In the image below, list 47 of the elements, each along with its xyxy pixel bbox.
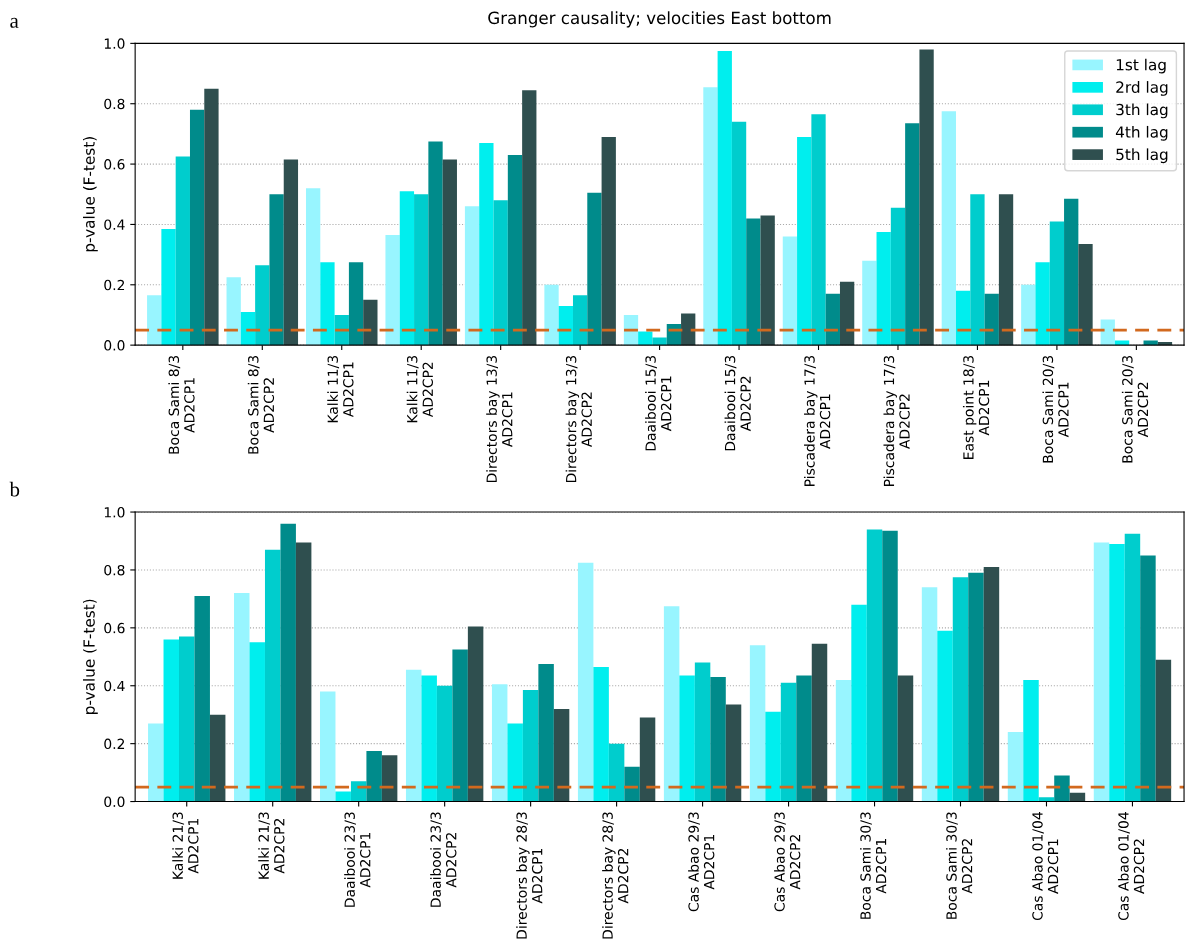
x-tick-label: Boca Sami 8/3 AD2CP2 <box>247 355 275 454</box>
x-tick-label: East point 18/3 AD2CP1 <box>962 355 990 459</box>
x-tick-label: Kalki 11/3 AD2CP1 <box>327 355 354 423</box>
x-tick-label: Directors bay 28/3 AD2CP1 <box>516 812 543 939</box>
x-tick-label: Cas Abao 29/3 AD2CP1 <box>688 812 715 912</box>
x-tick-label: Cas Abao 01/04 AD2CP2 <box>1117 812 1145 921</box>
x-tick-label: Boca Sami 30/3 AD2CP1 <box>860 812 887 919</box>
x-tick-label: Directors bay 13/3 AD2CP2 <box>565 355 592 483</box>
y-tick-label: 0.4 <box>104 219 125 230</box>
y-tick-label: 0.6 <box>104 159 125 170</box>
y-tick-label: 0.0 <box>104 796 125 808</box>
y-tick-label: 1.0 <box>104 507 125 518</box>
chart-title: Granger causality; velocities East bottom <box>488 11 831 28</box>
x-tick-label: Cas Abao 01/04 AD2CP1 <box>1031 812 1059 921</box>
y-tick-label: 0.2 <box>104 738 125 750</box>
x-tick-label: Kalki 21/3 AD2CP1 <box>172 812 199 879</box>
x-tick-label: Boca Sami 30/3 AD2CP2 <box>946 812 973 919</box>
legend-label: 2rd lag <box>1116 81 1168 96</box>
legend-label: 5th lag <box>1116 148 1168 164</box>
legend-label: 1st lag <box>1116 58 1166 74</box>
x-tick-label: Boca Sami 8/3 AD2CP1 <box>168 355 195 454</box>
x-tick-label: Daaibooi 15/3 AD2CP2 <box>724 355 751 451</box>
y-tick-label: 1.0 <box>104 38 125 49</box>
y-axis-title: p-value (F-test) <box>83 137 98 252</box>
x-tick-label: Boca Sami 20/3 AD2CP2 <box>1121 355 1149 463</box>
x-tick-label: Piscadera bay 17/3 AD2CP2 <box>883 355 910 486</box>
y-tick-label: 0.4 <box>104 680 125 692</box>
text: a <box>10 17 19 28</box>
x-tick-label: Daaibooi 23/3 AD2CP1 <box>344 812 371 907</box>
y-tick-label: 0.8 <box>104 98 125 110</box>
x-tick-label: Directors bay 13/3 AD2CP1 <box>486 355 513 483</box>
x-tick-label: Kalki 21/3 AD2CP2 <box>258 812 285 879</box>
y-tick-label: 0.6 <box>104 622 125 634</box>
x-tick-label: Daaibooi 15/3 AD2CP1 <box>645 355 672 451</box>
x-tick-label: Boca Sami 20/3 AD2CP1 <box>1042 355 1069 463</box>
text: b <box>9 481 20 497</box>
x-tick-label: Piscadera bay 17/3 AD2CP1 <box>804 355 831 486</box>
x-tick-label: Cas Abao 29/3 AD2CP2 <box>774 812 801 912</box>
x-tick-label: Directors bay 28/3 AD2CP2 <box>602 812 629 939</box>
legend-label: 4th lag <box>1115 125 1168 141</box>
y-tick-label: 0.2 <box>104 279 125 291</box>
legend-label: 3th lag <box>1116 103 1168 119</box>
y-tick-label: 0.0 <box>104 340 125 351</box>
y-tick-label: 0.8 <box>104 564 125 576</box>
x-tick-label: Kalki 11/3 AD2CP2 <box>406 355 434 423</box>
y-axis-title: p-value (F-test) <box>83 599 98 714</box>
x-tick-label: Daaibooi 23/3 AD2CP2 <box>430 812 457 907</box>
